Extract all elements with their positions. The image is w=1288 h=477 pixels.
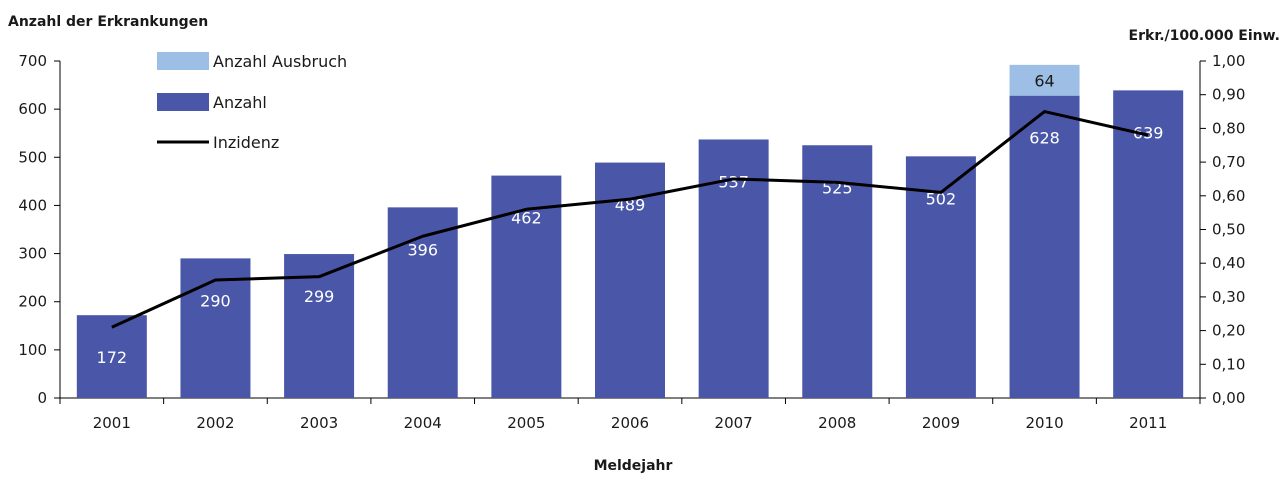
left-tick-label: 0 <box>37 389 47 407</box>
bar-anzahl <box>1009 95 1080 399</box>
bar-value-label: 172 <box>97 348 128 367</box>
right-tick-label: 1,00 <box>1212 52 1245 70</box>
left-tick-label: 200 <box>18 293 47 311</box>
left-tick-label: 600 <box>18 100 47 118</box>
x-tick-label: 2011 <box>1129 414 1167 432</box>
bar-value-label: 462 <box>511 209 542 228</box>
x-tick-label: 2003 <box>300 414 338 432</box>
legend-label: Anzahl <box>213 93 267 112</box>
right-tick-label: 0,60 <box>1212 187 1245 205</box>
x-tick-label: 2002 <box>196 414 234 432</box>
bar-outbreak-label: 64 <box>1034 71 1054 90</box>
x-tick-label: 2006 <box>611 414 649 432</box>
left-tick-label: 700 <box>18 52 47 70</box>
right-tick-label: 0,80 <box>1212 119 1245 137</box>
bar-value-label: 537 <box>718 172 749 191</box>
bar-value-label: 290 <box>200 291 231 310</box>
legend-swatch <box>157 93 209 111</box>
legend-label: Anzahl Ausbruch <box>213 52 347 71</box>
legend-swatch <box>157 52 209 70</box>
right-tick-label: 0,90 <box>1212 86 1245 104</box>
right-tick-label: 0,50 <box>1212 221 1245 239</box>
left-tick-label: 100 <box>18 341 47 359</box>
right-tick-label: 0,00 <box>1212 389 1245 407</box>
x-tick-label: 2008 <box>818 414 856 432</box>
plot-area: 0 100 200 300 400 500 600 700 0,00 0,10 0,20 0,30 0,… <box>18 52 1245 432</box>
line-inzidenz <box>111 110 1149 329</box>
left-tick-label: 400 <box>18 196 47 214</box>
left-tick-label: 500 <box>18 148 47 166</box>
bar-value-label: 639 <box>1133 123 1164 142</box>
legend: Anzahl Ausbruch Anzahl Inzidenz <box>157 52 347 152</box>
bar-anzahl <box>802 145 873 398</box>
x-axis-title: Meldejahr <box>594 458 673 474</box>
bar-anzahl-ausbruch <box>1009 64 1080 96</box>
bar-value-label: 396 <box>407 240 438 259</box>
bar-anzahl <box>387 207 458 398</box>
legend-label: Inzidenz <box>213 133 279 152</box>
left-tick-label: 300 <box>18 245 47 263</box>
right-tick-label: 0,70 <box>1212 153 1245 171</box>
right-axis-title: Erkr./100.000 Einw. <box>1129 28 1280 44</box>
right-tick-label: 0,10 <box>1212 355 1245 373</box>
right-tick-label: 0,20 <box>1212 322 1245 340</box>
right-tick-label: 0,30 <box>1212 288 1245 306</box>
x-tick-label: 2010 <box>1025 414 1063 432</box>
bar-value-label: 299 <box>304 287 335 306</box>
x-tick-label: 2001 <box>93 414 131 432</box>
x-tick-label: 2007 <box>715 414 753 432</box>
bar-anzahl <box>1113 90 1184 399</box>
x-tick-label: 2004 <box>404 414 442 432</box>
bar-anzahl <box>905 156 976 398</box>
left-axis-title: Anzahl der Erkrankungen <box>8 14 208 30</box>
x-tick-label: 2005 <box>507 414 545 432</box>
bar-anzahl <box>491 175 562 398</box>
x-tick-label: 2009 <box>922 414 960 432</box>
bar-value-label: 628 <box>1029 129 1060 148</box>
bar-value-label: 502 <box>926 189 957 208</box>
bar-anzahl <box>76 315 147 398</box>
right-tick-label: 0,40 <box>1212 254 1245 272</box>
